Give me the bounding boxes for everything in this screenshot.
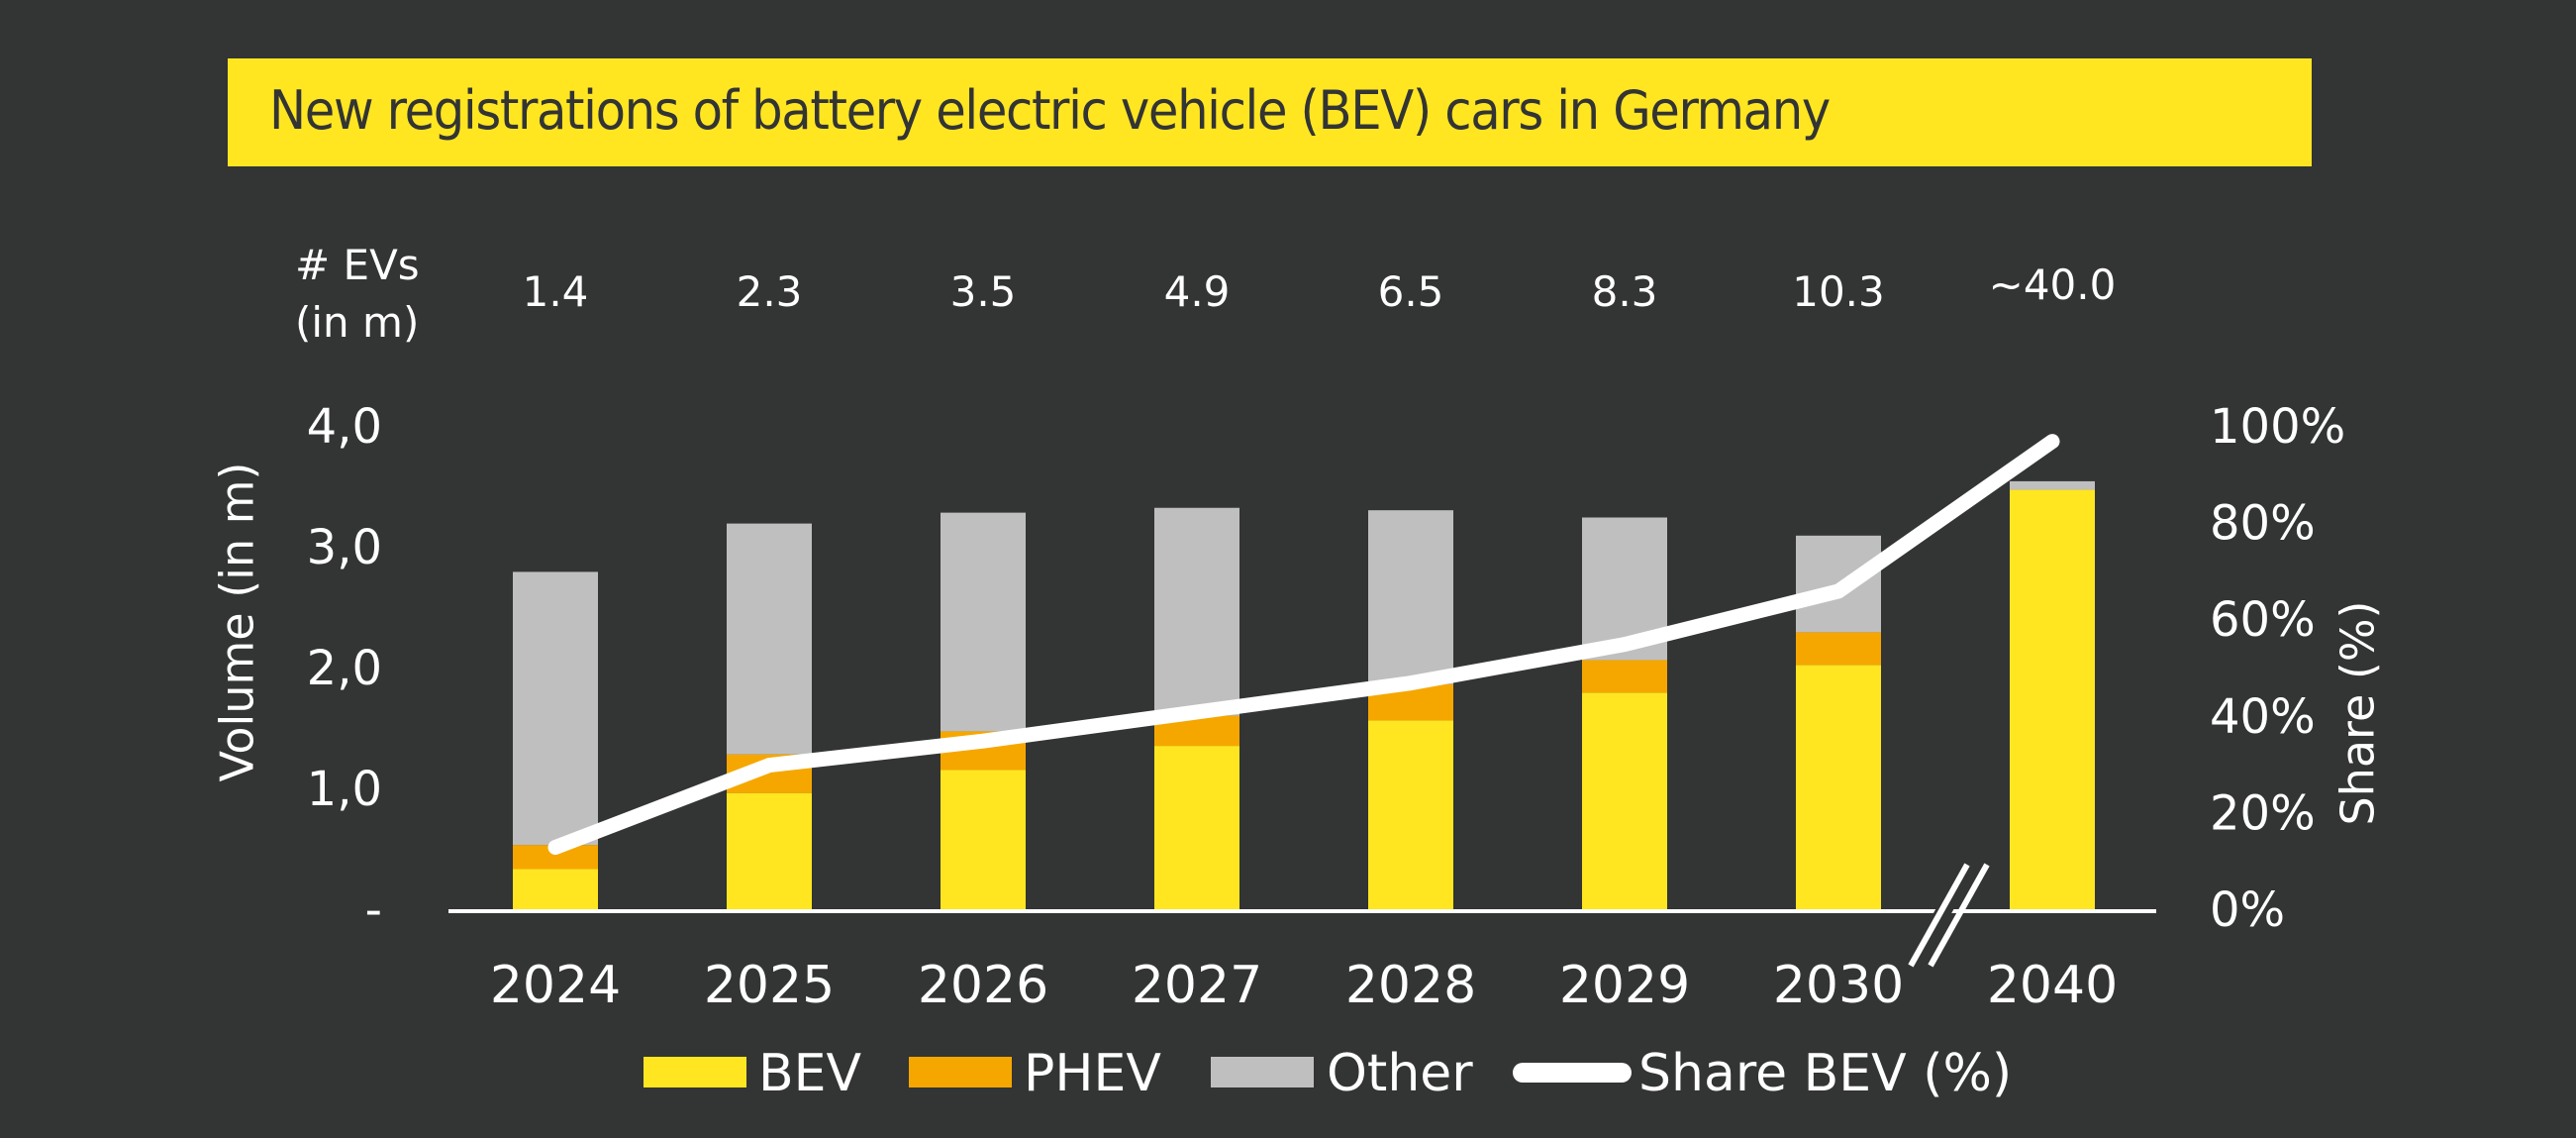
bar-segment-bev — [727, 792, 812, 910]
bar-stack — [1368, 510, 1453, 910]
y2-tick-label: 20% — [2210, 785, 2316, 841]
bar-segment-phev — [1582, 660, 1667, 693]
x-axis-labels: 2024 2025 2026 2027 2028 2029 2030 2040 — [490, 956, 2118, 1015]
legend-label: PHEV — [1024, 1044, 1161, 1103]
share-bev-point — [982, 740, 984, 743]
chart-title: New registrations of battery electric ve… — [269, 79, 1831, 142]
legend: BEV PHEV Other Share BEV (%) — [644, 1044, 2012, 1103]
bar-segment-other — [513, 571, 598, 846]
axis-break-slash-2 — [1928, 863, 1990, 968]
bar-stack — [1154, 507, 1239, 910]
bar-segment-bev — [1796, 665, 1881, 910]
x-tick-label: 2025 — [704, 956, 835, 1015]
bar-segment-other — [941, 512, 1026, 732]
y2-tick-label: 0% — [2210, 882, 2285, 938]
y2-tick-label: 40% — [2210, 689, 2316, 745]
share-bev-point — [2051, 440, 2053, 443]
bar-segment-other — [2010, 480, 2095, 490]
x-tick-label: 2026 — [918, 956, 1048, 1015]
bar-segment-bev — [941, 770, 1026, 910]
title-banner: New registrations of battery electric ve… — [228, 58, 2312, 166]
legend-item-share-bev: Share BEV (%) — [1513, 1044, 2012, 1103]
bars — [513, 480, 2095, 910]
legend-item-bev: BEV — [644, 1044, 862, 1103]
x-tick-label: 2027 — [1132, 956, 1262, 1015]
bar-stack — [1796, 535, 1881, 910]
bar-segment-bev — [2010, 489, 2095, 910]
ev-stock-value: ~40.0 — [1989, 260, 2117, 309]
x-tick-label: 2028 — [1345, 956, 1476, 1015]
x-tick-label: 2030 — [1773, 956, 1904, 1015]
bar-segment-other — [1368, 510, 1453, 684]
legend-swatch — [644, 1057, 746, 1087]
bar-segment-other — [1154, 507, 1239, 716]
y2-tick-label: 100% — [2210, 399, 2345, 455]
share-bev-point — [1410, 681, 1412, 684]
share-bev-point — [1624, 643, 1626, 646]
share-bev-line — [547, 434, 2060, 856]
y2-axis-ticks: 0% 20% 40% 60% 80% 100% — [2210, 399, 2345, 938]
ev-header-line-1: # EVs — [295, 241, 420, 289]
bar-segment-bev — [513, 869, 598, 910]
y-tick-label: 2,0 — [307, 641, 382, 696]
y2-tick-label: 60% — [2210, 592, 2316, 648]
bar-stack — [941, 512, 1026, 910]
ev-stock-value: 3.5 — [950, 267, 1017, 316]
ev-stock-values: 1.4 2.3 3.5 4.9 6.5 8.3 10.3 ~40.0 — [523, 260, 2117, 316]
y-tick-label: 4,0 — [307, 399, 382, 455]
share-bev-point — [554, 846, 556, 849]
legend-swatch — [1211, 1057, 1314, 1087]
legend-label: BEV — [758, 1044, 862, 1103]
share-bev-polyline — [547, 434, 2060, 856]
bar-stack — [727, 523, 812, 910]
legend-label: Share BEV (%) — [1638, 1044, 2012, 1103]
ev-header-line-2: (in m) — [295, 298, 419, 347]
y-tick-label: - — [365, 882, 382, 938]
bar-segment-bev — [1368, 720, 1453, 910]
legend-item-phev: PHEV — [909, 1044, 1161, 1103]
legend-item-other: Other — [1211, 1044, 1473, 1103]
legend-swatch — [909, 1057, 1012, 1087]
legend-label: Other — [1327, 1044, 1473, 1103]
ev-stock-value: 2.3 — [737, 267, 803, 316]
share-bev-point — [768, 764, 770, 767]
x-tick-label: 2024 — [490, 956, 621, 1015]
y-axis-ticks: - 1,0 2,0 3,0 4,0 — [307, 399, 382, 938]
bar-stack — [2010, 480, 2095, 910]
axis-break-marks — [1906, 861, 1990, 970]
bar-stack — [513, 571, 598, 910]
axis-break-slash-1 — [1908, 863, 1970, 968]
ev-stock-value: 8.3 — [1592, 267, 1658, 316]
y-axis-title: Volume (in m) — [211, 463, 264, 782]
y-tick-label: 3,0 — [307, 520, 382, 575]
bar-segment-bev — [1582, 692, 1667, 910]
bar-segment-other — [727, 523, 812, 755]
ev-stock-header: # EVs (in m) — [295, 241, 420, 347]
y2-tick-label: 80% — [2210, 496, 2316, 552]
y-tick-label: 1,0 — [307, 762, 382, 817]
share-bev-point — [1196, 710, 1198, 713]
bar-segment-bev — [1154, 746, 1239, 910]
x-tick-label: 2040 — [1987, 956, 2118, 1015]
ev-stock-value: 1.4 — [523, 267, 589, 316]
bar-stack — [1582, 517, 1667, 910]
y2-axis-title: Share (%) — [2331, 601, 2385, 826]
x-tick-label: 2029 — [1559, 956, 1690, 1015]
bar-segment-phev — [1796, 632, 1881, 666]
ev-stock-value: 4.9 — [1164, 267, 1231, 316]
ev-stock-value: 10.3 — [1792, 267, 1885, 316]
share-bev-point — [1837, 589, 1839, 592]
ev-stock-value: 6.5 — [1378, 267, 1444, 316]
